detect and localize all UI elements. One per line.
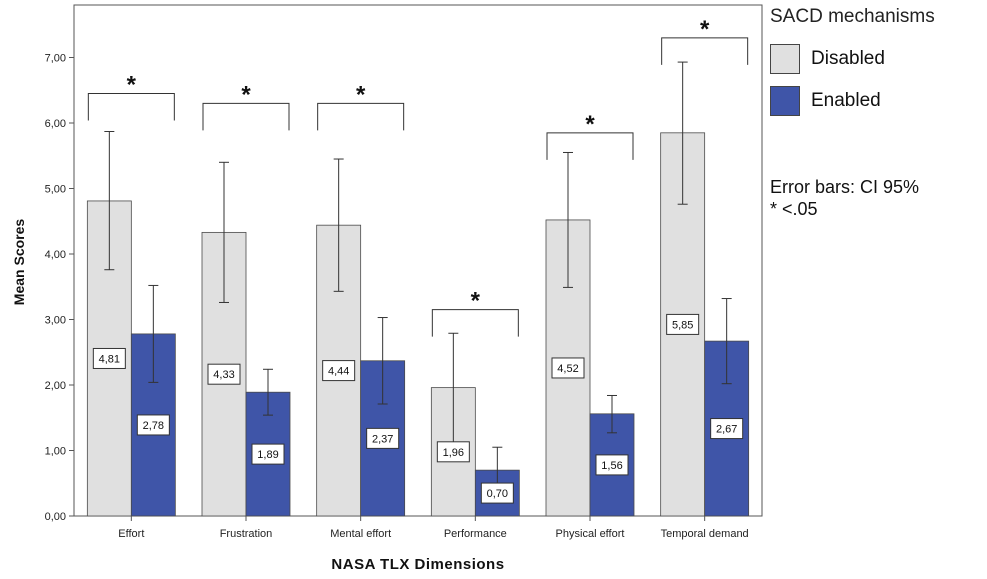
category-label-temporal-demand: Temporal demand (661, 528, 749, 540)
error-bars (104, 61, 732, 494)
significance-brackets: * * * * * * (87, 16, 749, 337)
value-label-box (251, 443, 285, 465)
legend-swatch-disabled (770, 44, 800, 74)
value-label: 4,81 (99, 353, 120, 365)
category-label-mental-effort: Mental effort (330, 528, 391, 540)
value-label-box (136, 414, 170, 436)
value-label-box (480, 482, 514, 504)
value-label: 1,96 (443, 447, 464, 459)
legend-item-enabled: Enabled (770, 80, 985, 122)
value-label-box (92, 347, 126, 369)
category-label-frustration: Frustration (220, 528, 273, 540)
significance-bracket (431, 309, 519, 337)
error-bars-note: Error bars: CI 95% (770, 177, 920, 197)
value-labels: 4,81 2,78 4,33 1,89 4,44 2,37 1,96 0,70 4,52 1,56… (92, 313, 744, 504)
significance-marker: * (471, 288, 481, 315)
x-axis-title: NASA TLX Dimensions (331, 556, 504, 573)
significance-note: * <.05 (770, 199, 818, 219)
y-tick-label: 7,00 (45, 53, 66, 65)
value-label: 2,78 (143, 420, 164, 432)
value-label-box (322, 360, 356, 382)
significance-marker: * (127, 72, 137, 99)
value-label: 2,37 (372, 433, 393, 445)
value-label: 2,67 (716, 424, 737, 436)
significance-bracket (87, 93, 175, 121)
significance-bracket (202, 102, 290, 131)
value-label-box (595, 454, 629, 476)
value-label-box (710, 418, 744, 440)
value-label: 4,33 (213, 369, 234, 381)
value-label: 1,89 (257, 449, 278, 461)
significance-marker: * (241, 81, 251, 108)
y-axis-title: Mean Scores (11, 219, 27, 306)
plot-area (73, 4, 763, 517)
value-label-box (666, 313, 700, 335)
value-label: 1,56 (601, 460, 622, 472)
legend-title: SACD mechanisms (770, 6, 935, 27)
significance-marker: * (585, 111, 595, 138)
legend: SACD mechanisms Disabled Enabled (770, 6, 985, 122)
y-tick-label: 3,00 (45, 315, 66, 327)
value-label: 4,44 (328, 366, 349, 378)
value-label-box (366, 427, 400, 449)
value-label-box (436, 441, 470, 463)
category-label-physical-effort: Physical effort (556, 528, 625, 540)
significance-marker: * (700, 16, 710, 43)
significance-bracket (546, 132, 634, 160)
legend-label-disabled: Disabled (811, 48, 885, 69)
y-tick-label: 6,00 (45, 118, 66, 130)
y-tick-label: 2,00 (45, 380, 66, 392)
y-tick-label: 5,00 (45, 184, 66, 196)
x-axis: Effort Frustration Mental effort Performanc… (118, 516, 749, 540)
category-label-effort: Effort (118, 528, 144, 540)
y-tick-label: 1,00 (45, 446, 66, 458)
y-tick-label: 0,00 (45, 511, 66, 523)
significance-marker: * (356, 81, 366, 108)
significance-bracket (661, 37, 749, 65)
value-label-box (551, 357, 585, 379)
y-axis: 0,00 1,00 2,00 3,00 4,00 5,00 6,00 7,00 (45, 53, 74, 523)
category-label-performance: Performance (444, 528, 507, 540)
y-tick-label: 4,00 (45, 249, 66, 261)
value-label: 5,85 (672, 319, 693, 331)
value-label: 0,70 (487, 488, 508, 500)
legend-label-enabled: Enabled (811, 90, 881, 111)
value-label: 4,52 (557, 363, 578, 375)
significance-bracket (317, 102, 405, 131)
legend-item-disabled: Disabled (770, 38, 985, 80)
value-label-box (207, 363, 241, 385)
legend-swatch-enabled (770, 86, 800, 116)
chart-notes: Error bars: CI 95% * <.05 (770, 176, 919, 220)
